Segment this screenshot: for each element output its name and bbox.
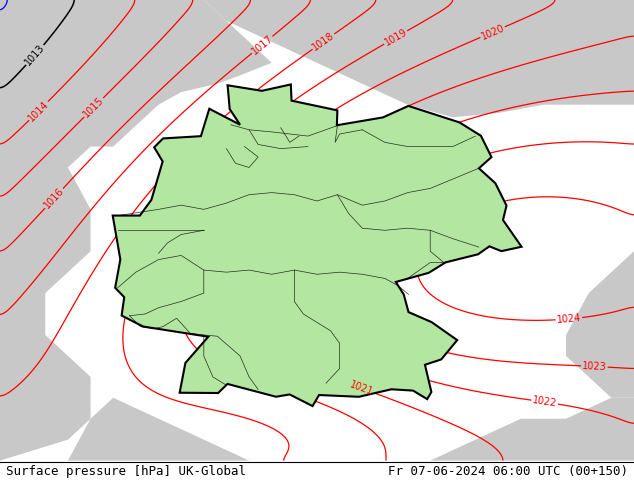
Text: 1022: 1022 — [532, 395, 558, 409]
Text: 1020: 1020 — [479, 23, 506, 42]
Text: 1016: 1016 — [42, 186, 66, 211]
Text: Surface pressure [hPa] UK-Global: Surface pressure [hPa] UK-Global — [6, 465, 247, 478]
Text: 1021: 1021 — [348, 379, 375, 397]
Polygon shape — [0, 147, 91, 461]
Text: 1017: 1017 — [250, 33, 275, 56]
Text: 1019: 1019 — [382, 27, 409, 48]
Text: 1014: 1014 — [27, 99, 51, 123]
Polygon shape — [566, 251, 634, 398]
Text: Fr 07-06-2024 06:00 UTC (00+150): Fr 07-06-2024 06:00 UTC (00+150) — [387, 465, 628, 478]
Text: 1023: 1023 — [582, 361, 607, 372]
Polygon shape — [204, 0, 634, 117]
Text: 1015: 1015 — [82, 95, 106, 120]
Text: 1013: 1013 — [23, 43, 47, 68]
Polygon shape — [113, 84, 522, 406]
Text: 1018: 1018 — [311, 30, 337, 53]
Polygon shape — [0, 0, 272, 168]
Polygon shape — [0, 398, 634, 461]
Text: 1024: 1024 — [556, 313, 581, 325]
